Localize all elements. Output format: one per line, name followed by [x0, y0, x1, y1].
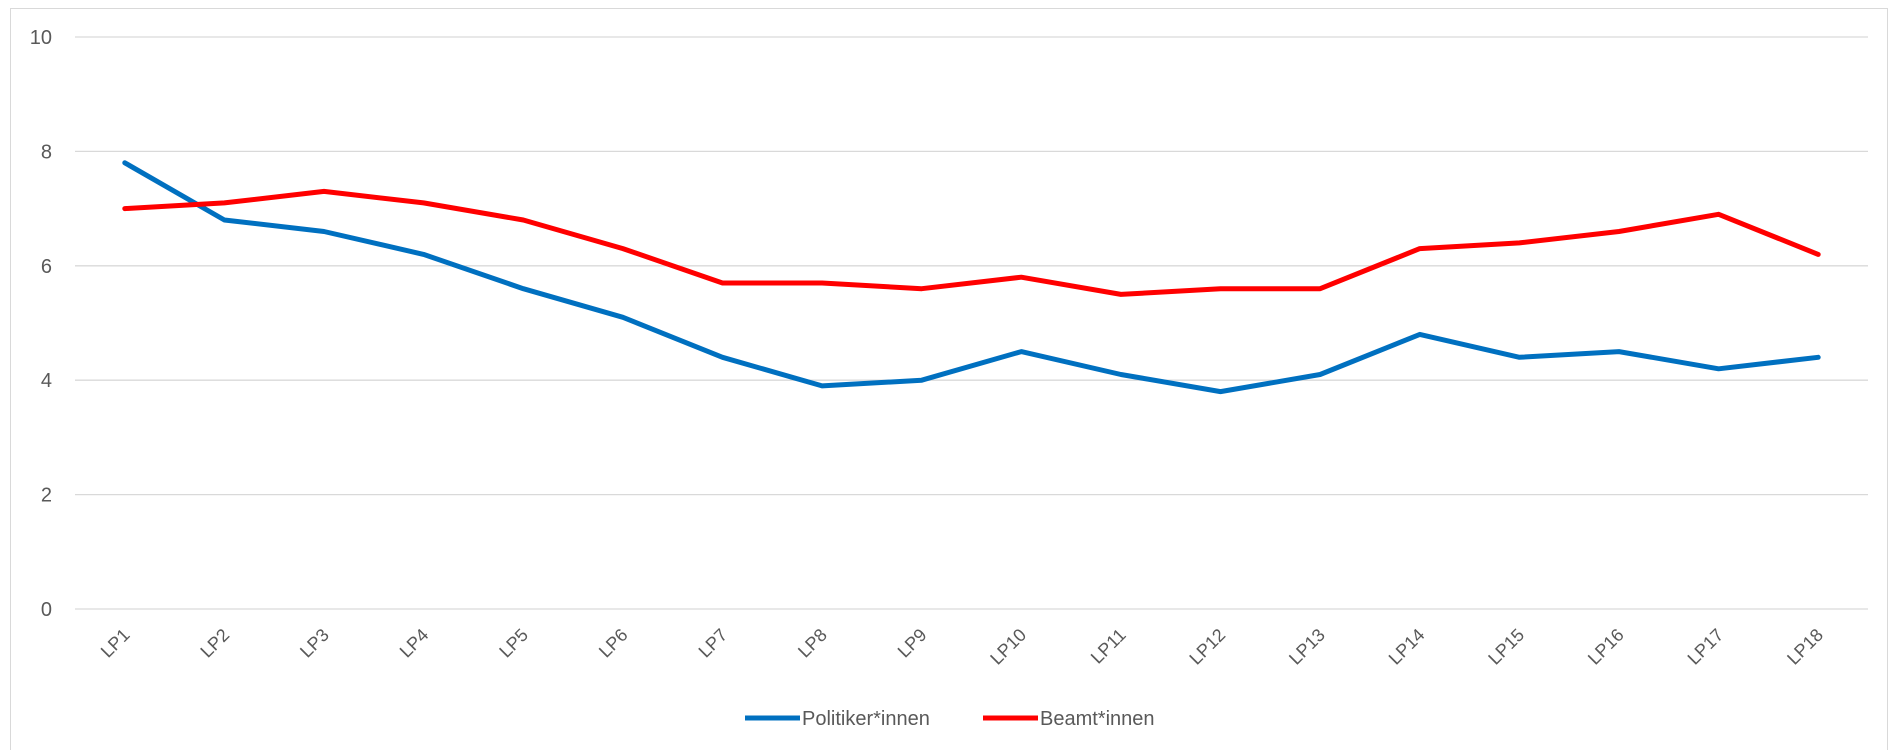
- series-lines: [122, 160, 1821, 395]
- gridlines: [75, 36, 1868, 610]
- x-tick-label: LP3: [296, 625, 333, 662]
- x-tick-label: LP10: [986, 625, 1030, 669]
- y-tick-label: 4: [41, 370, 52, 392]
- x-axis-ticks: LP1 LP2 LP3 LP4 LP5 LP6 LP7 LP8 LP9 LP10 LP11 LP12 L…: [97, 625, 1827, 669]
- x-tick-label: LP5: [495, 625, 532, 662]
- series-line-2: [122, 188, 1821, 297]
- chart-frame: [10, 8, 1888, 750]
- x-tick-label: LP13: [1285, 625, 1329, 669]
- legend: Politiker*innen Beamt*innen: [745, 708, 1155, 730]
- legend-label-2: Beamt*innen: [1040, 708, 1155, 730]
- y-tick-label: 8: [41, 141, 52, 163]
- y-axis-ticks: 0 2 4 6 8 10: [30, 27, 52, 621]
- x-tick-label: LP6: [595, 625, 632, 662]
- series-line-1: [122, 160, 1821, 395]
- x-tick-label: LP17: [1684, 625, 1728, 669]
- x-tick-label: LP11: [1087, 625, 1130, 668]
- x-tick-label: LP16: [1584, 625, 1628, 669]
- legend-label-1: Politiker*innen: [802, 708, 930, 730]
- y-tick-label: 0: [41, 599, 52, 621]
- x-tick-label: LP1: [97, 625, 134, 662]
- x-tick-label: LP15: [1484, 625, 1528, 669]
- x-tick-label: LP12: [1185, 625, 1229, 669]
- x-tick-label: LP2: [196, 625, 233, 662]
- x-tick-label: LP9: [894, 625, 931, 662]
- x-tick-label: LP4: [396, 625, 433, 662]
- x-tick-label: LP18: [1783, 625, 1827, 669]
- y-tick-label: 6: [41, 256, 52, 278]
- x-tick-label: LP14: [1385, 625, 1429, 669]
- y-tick-label: 10: [30, 27, 52, 49]
- y-tick-label: 2: [41, 485, 52, 507]
- x-tick-label: LP8: [794, 625, 831, 662]
- x-tick-label: LP7: [695, 625, 732, 662]
